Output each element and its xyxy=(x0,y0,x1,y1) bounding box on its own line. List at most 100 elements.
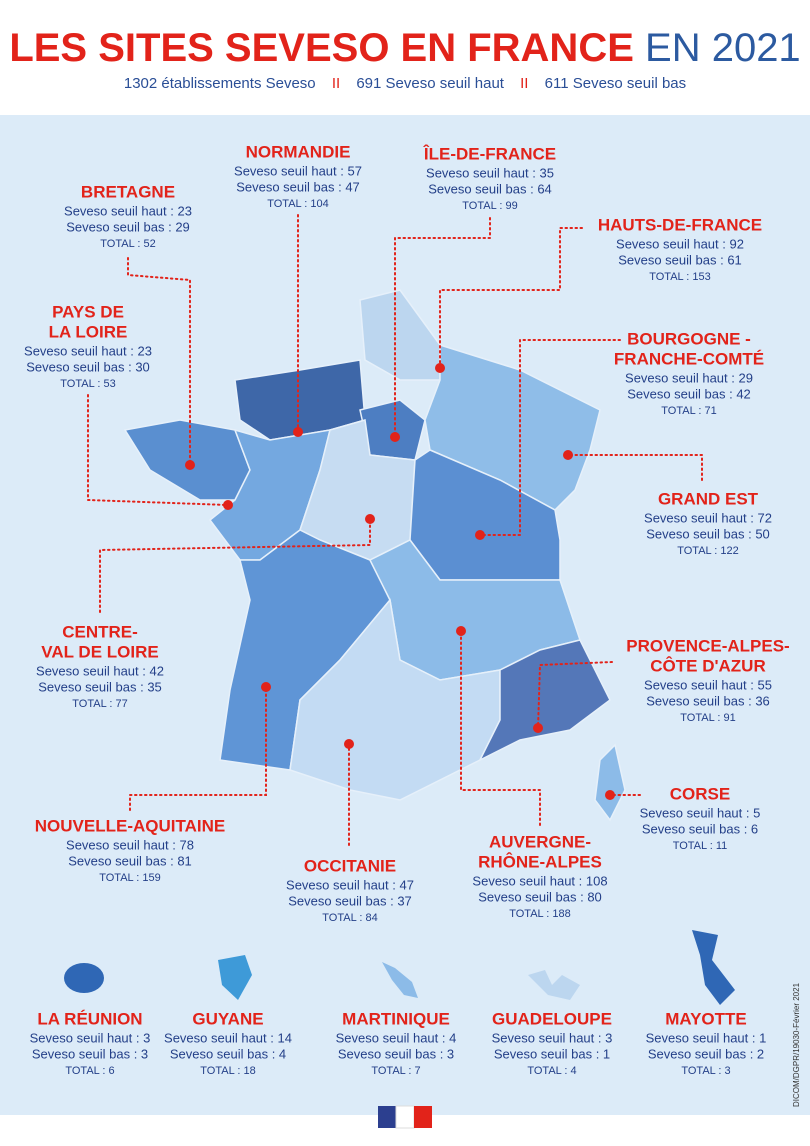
high-threshold: Seveso seuil haut : 29 xyxy=(625,370,753,385)
region-name: NORMANDIE xyxy=(246,142,351,161)
region-name: MAYOTTE xyxy=(665,1009,747,1028)
low-threshold: Seveso seuil bas : 4 xyxy=(170,1046,286,1061)
total: TOTAL : 188 xyxy=(509,908,571,920)
total: TOTAL : 18 xyxy=(200,1065,255,1077)
leader-line xyxy=(460,630,541,826)
total: TOTAL : 153 xyxy=(649,271,711,283)
leader-line xyxy=(129,686,267,811)
region-name: MARTINIQUE xyxy=(342,1009,450,1028)
title-year: EN 2021 xyxy=(645,26,801,70)
region-name: FRANCHE-COMTÉ xyxy=(614,349,764,368)
total: TOTAL : 7 xyxy=(371,1065,420,1077)
region-name: BOURGOGNE - xyxy=(627,329,751,348)
total: TOTAL : 71 xyxy=(661,405,716,417)
island-shape xyxy=(218,955,252,1000)
high-threshold: Seveso seuil haut : 14 xyxy=(164,1030,292,1045)
site-dot xyxy=(563,450,573,460)
site-dot xyxy=(390,432,400,442)
leader-line xyxy=(439,227,583,369)
island-shape xyxy=(528,970,580,1000)
title-main: LES SITES SEVESO EN FRANCE xyxy=(9,26,634,70)
high-threshold: Seveso seuil haut : 3 xyxy=(30,1030,151,1045)
site-dot xyxy=(365,514,375,524)
region-name: CORSE xyxy=(670,784,730,803)
region-name: CÔTE D'AZUR xyxy=(650,656,765,675)
subtitle-item: 691 Seveso seuil haut xyxy=(356,75,504,92)
high-threshold: Seveso seuil haut : 92 xyxy=(616,236,744,251)
high-threshold: Seveso seuil haut : 23 xyxy=(64,203,192,218)
region-shape xyxy=(594,743,626,822)
region-name: CENTRE- xyxy=(62,622,138,641)
high-threshold: Seveso seuil haut : 5 xyxy=(640,805,761,820)
high-threshold: Seveso seuil haut : 78 xyxy=(66,837,194,852)
leader-line xyxy=(537,661,613,729)
region-name: ÎLE-DE-FRANCE xyxy=(423,144,556,163)
low-threshold: Seveso seuil bas : 36 xyxy=(646,693,770,708)
low-threshold: Seveso seuil bas : 42 xyxy=(627,386,751,401)
region-name: OCCITANIE xyxy=(304,856,396,875)
flag-white xyxy=(395,1105,415,1129)
total: TOTAL : 53 xyxy=(60,378,115,390)
high-threshold: Seveso seuil haut : 4 xyxy=(336,1030,457,1045)
leader-line xyxy=(87,394,229,506)
site-dot xyxy=(475,530,485,540)
island-shape xyxy=(382,962,418,998)
site-dot xyxy=(223,500,233,510)
low-threshold: Seveso seuil bas : 35 xyxy=(38,679,162,694)
region-name: GUADELOUPE xyxy=(492,1009,612,1028)
france-map xyxy=(123,289,626,822)
high-threshold: Seveso seuil haut : 55 xyxy=(644,677,772,692)
flag-red xyxy=(414,1106,432,1128)
low-threshold: Seveso seuil bas : 47 xyxy=(236,179,360,194)
overseas-shapes xyxy=(64,930,735,1005)
high-threshold: Seveso seuil haut : 72 xyxy=(644,510,772,525)
high-threshold: Seveso seuil haut : 1 xyxy=(646,1030,767,1045)
region-name: HAUTS-DE-FRANCE xyxy=(598,215,762,234)
site-dot xyxy=(456,626,466,636)
low-threshold: Seveso seuil bas : 37 xyxy=(288,893,412,908)
site-dot xyxy=(185,460,195,470)
flag-blue xyxy=(378,1106,396,1128)
island-shape xyxy=(64,963,104,993)
region-name: VAL DE LOIRE xyxy=(41,642,158,661)
leader-line xyxy=(394,217,491,438)
total: TOTAL : 99 xyxy=(462,200,517,212)
region-name: RHÔNE-ALPES xyxy=(478,852,602,871)
leader-line xyxy=(567,454,703,481)
total: TOTAL : 3 xyxy=(681,1065,730,1077)
low-threshold: Seveso seuil bas : 80 xyxy=(478,889,602,904)
low-threshold: Seveso seuil bas : 6 xyxy=(642,821,758,836)
low-threshold: Seveso seuil bas : 81 xyxy=(68,853,192,868)
total: TOTAL : 91 xyxy=(680,712,735,724)
low-threshold: Seveso seuil bas : 64 xyxy=(428,181,552,196)
total: TOTAL : 122 xyxy=(677,545,739,557)
island-shape xyxy=(692,930,735,1005)
high-threshold: Seveso seuil haut : 108 xyxy=(472,873,607,888)
credit: DICOM/DGPR/19030-Février 2021 xyxy=(792,982,801,1107)
subtitle-item: 1302 établissements Seveso xyxy=(124,75,316,92)
region-name: PAYS DE xyxy=(52,302,124,321)
total: TOTAL : 11 xyxy=(673,840,728,852)
region-name: NOUVELLE-AQUITAINE xyxy=(35,816,225,835)
site-dot xyxy=(344,739,354,749)
leader-line xyxy=(479,339,621,536)
site-dot xyxy=(293,427,303,437)
high-threshold: Seveso seuil haut : 42 xyxy=(36,663,164,678)
high-threshold: Seveso seuil haut : 35 xyxy=(426,165,554,180)
total: TOTAL : 159 xyxy=(99,872,161,884)
low-threshold: Seveso seuil bas : 61 xyxy=(618,252,742,267)
region-name: LA LOIRE xyxy=(49,322,128,341)
subtitle: 1302 établissements Seveso II 691 Seveso… xyxy=(124,75,686,92)
region-shape xyxy=(478,639,611,762)
high-threshold: Seveso seuil haut : 47 xyxy=(286,877,414,892)
region-name: LA RÉUNION xyxy=(37,1009,142,1028)
separator: II xyxy=(520,75,528,92)
flag-logo xyxy=(378,1105,432,1129)
site-dot xyxy=(435,363,445,373)
low-threshold: Seveso seuil bas : 2 xyxy=(648,1046,764,1061)
total: TOTAL : 6 xyxy=(65,1065,114,1077)
low-threshold: Seveso seuil bas : 30 xyxy=(26,359,150,374)
low-threshold: Seveso seuil bas : 3 xyxy=(32,1046,148,1061)
total: TOTAL : 84 xyxy=(322,912,377,924)
